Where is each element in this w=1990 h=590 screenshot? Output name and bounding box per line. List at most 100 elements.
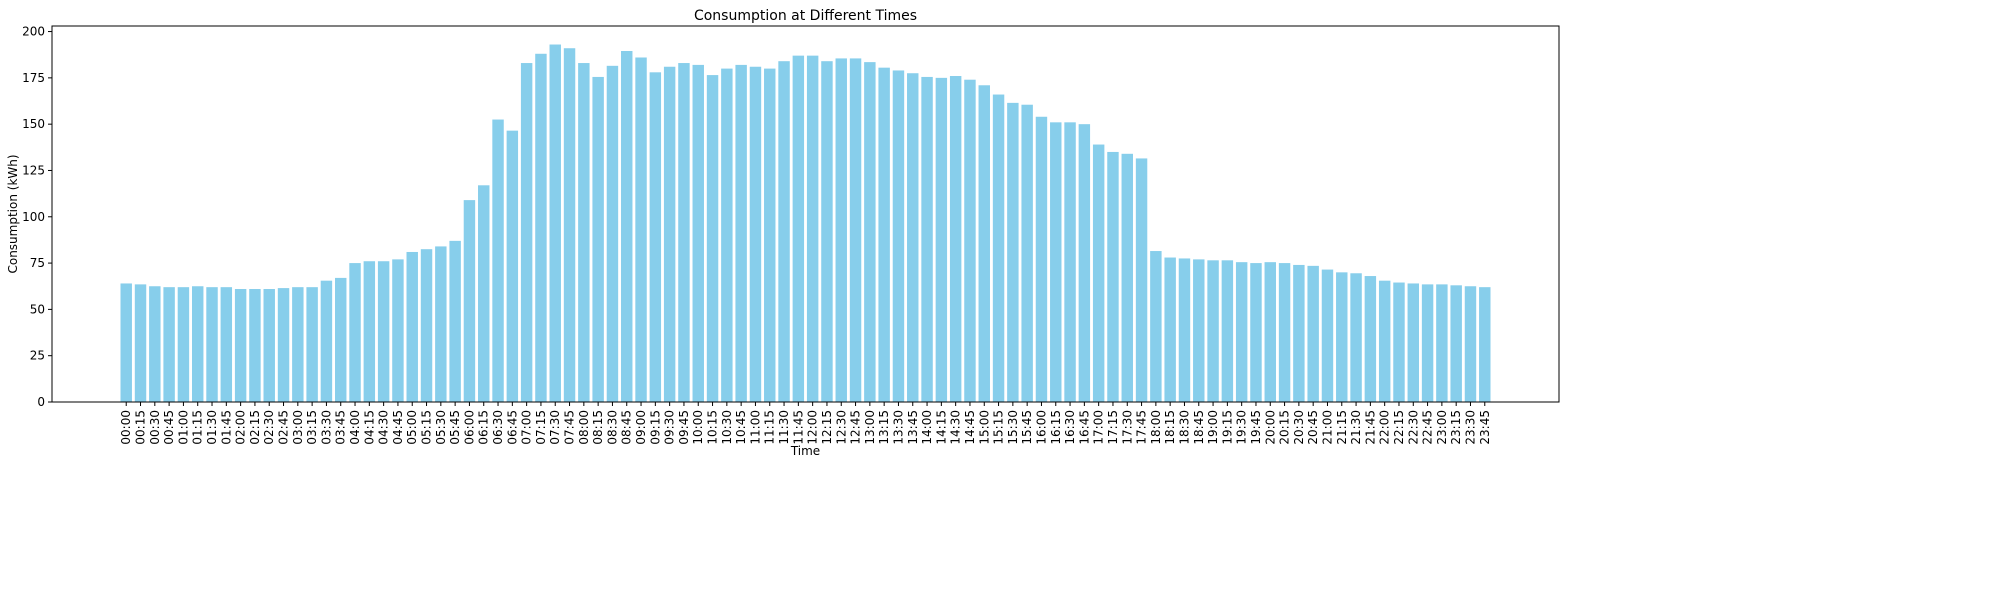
- bar-1830: [1178, 258, 1191, 402]
- x-axis-label: Time: [790, 444, 820, 458]
- bar-2330: [1464, 286, 1477, 402]
- x-tick-label: 05:30: [434, 410, 448, 445]
- bar-0745: [563, 48, 576, 402]
- x-tick-label: 01:15: [191, 410, 205, 445]
- bar-0430: [377, 261, 390, 402]
- bar-1015: [706, 75, 719, 402]
- bar-1245: [849, 58, 862, 402]
- x-tick-label: 02:45: [277, 410, 291, 445]
- bar-0845: [621, 51, 633, 402]
- x-tick-label: 20:30: [1292, 410, 1306, 445]
- x-tick-label: 20:00: [1263, 410, 1277, 445]
- bar-0445: [392, 259, 404, 402]
- x-tick-label: 14:00: [920, 410, 934, 445]
- bar-2315: [1450, 285, 1462, 402]
- x-tick-label: 08:45: [620, 410, 634, 445]
- bar-1045: [735, 64, 747, 403]
- bar-2245: [1421, 284, 1434, 402]
- x-tick-label: 02:30: [262, 410, 276, 445]
- bar-0145: [220, 287, 233, 402]
- bar-1515: [992, 94, 1005, 402]
- x-tick-label: 14:15: [934, 410, 948, 445]
- bar-2230: [1407, 283, 1419, 402]
- y-tick-label: 150: [22, 117, 45, 131]
- bar-1415: [935, 77, 948, 403]
- bar-0900: [635, 57, 647, 403]
- bar-1915: [1221, 260, 1234, 402]
- x-tick-label: 09:00: [634, 410, 648, 445]
- bar-1100: [749, 66, 762, 402]
- bar-1930: [1235, 262, 1248, 402]
- x-tick-label: 06:15: [477, 410, 491, 445]
- x-tick-label: 18:45: [1192, 410, 1206, 445]
- x-tick-label: 20:15: [1278, 410, 1292, 445]
- y-tick-label: 50: [30, 302, 45, 316]
- x-tick-label: 18:00: [1149, 410, 1163, 445]
- bar-0515: [420, 249, 433, 402]
- bar-0015: [134, 284, 147, 402]
- bar-1145: [792, 55, 805, 402]
- y-axis-label: Consumption (kWh): [6, 154, 20, 273]
- x-tick-label: 03:00: [291, 410, 305, 445]
- bar-1700: [1092, 144, 1105, 403]
- bar-0300: [292, 287, 304, 402]
- x-tick-label: 10:00: [691, 410, 705, 445]
- bar-1300: [864, 62, 876, 403]
- x-tick-label: 16:15: [1049, 410, 1063, 445]
- bar-1630: [1064, 122, 1076, 402]
- bar-1530: [1007, 102, 1019, 403]
- x-tick-label: 07:30: [548, 410, 562, 445]
- x-tick-label: 18:15: [1163, 410, 1177, 445]
- x-tick-label: 00:45: [162, 410, 176, 445]
- bar-1200: [806, 55, 819, 402]
- x-tick-label: 06:45: [505, 410, 519, 445]
- x-tick-label: 00:00: [119, 410, 133, 445]
- bar-1745: [1135, 158, 1148, 402]
- x-tick-label: 23:30: [1463, 410, 1477, 445]
- bar-2130: [1350, 273, 1362, 402]
- bar-0345: [335, 277, 347, 402]
- bar-1730: [1121, 153, 1133, 402]
- x-tick-label: 10:45: [734, 410, 748, 445]
- bar-0500: [406, 251, 418, 402]
- bar-0000: [120, 283, 132, 402]
- bar-1715: [1107, 151, 1119, 402]
- bar-0245: [277, 288, 290, 402]
- y-tick-label: 125: [22, 163, 45, 177]
- bar-0200: [234, 289, 247, 402]
- x-tick-label: 09:15: [648, 410, 662, 445]
- bar-0800: [578, 63, 590, 402]
- x-tick-label: 08:15: [591, 410, 605, 445]
- bar-2115: [1336, 272, 1348, 402]
- bar-2300: [1436, 284, 1448, 402]
- bar-1230: [835, 58, 847, 402]
- x-tick-label: 11:45: [791, 410, 805, 445]
- bar-1800: [1150, 251, 1162, 402]
- bar-0600: [463, 200, 476, 402]
- x-tick-label: 11:30: [777, 410, 791, 445]
- y-tick-label: 0: [37, 395, 45, 409]
- chart-title: Consumption at Different Times: [694, 8, 917, 24]
- x-tick-label: 04:15: [362, 410, 376, 445]
- x-tick-label: 12:00: [806, 410, 820, 445]
- bar-1945: [1250, 263, 1262, 402]
- y-tick-label: 25: [30, 349, 45, 363]
- x-tick-label: 19:15: [1220, 410, 1234, 445]
- bar-1030: [721, 68, 733, 402]
- x-tick-label: 17:15: [1106, 410, 1120, 445]
- x-tick-label: 05:00: [405, 410, 419, 445]
- x-tick-label: 21:00: [1320, 410, 1334, 445]
- x-tick-label: 23:45: [1478, 410, 1492, 445]
- y-tick-label: 100: [22, 210, 45, 224]
- bar-2045: [1307, 265, 1319, 402]
- bar-1345: [907, 73, 919, 402]
- x-tick-label: 03:30: [319, 410, 333, 445]
- x-tick-label: 17:30: [1120, 410, 1134, 445]
- bar-0045: [163, 287, 175, 402]
- x-tick-label: 10:15: [706, 410, 720, 445]
- x-tick-label: 03:15: [305, 410, 319, 445]
- x-tick-label: 21:30: [1349, 410, 1363, 445]
- bar-1130: [778, 61, 790, 402]
- plot-frame: [51, 25, 1560, 403]
- x-tick-label: 09:45: [677, 410, 691, 445]
